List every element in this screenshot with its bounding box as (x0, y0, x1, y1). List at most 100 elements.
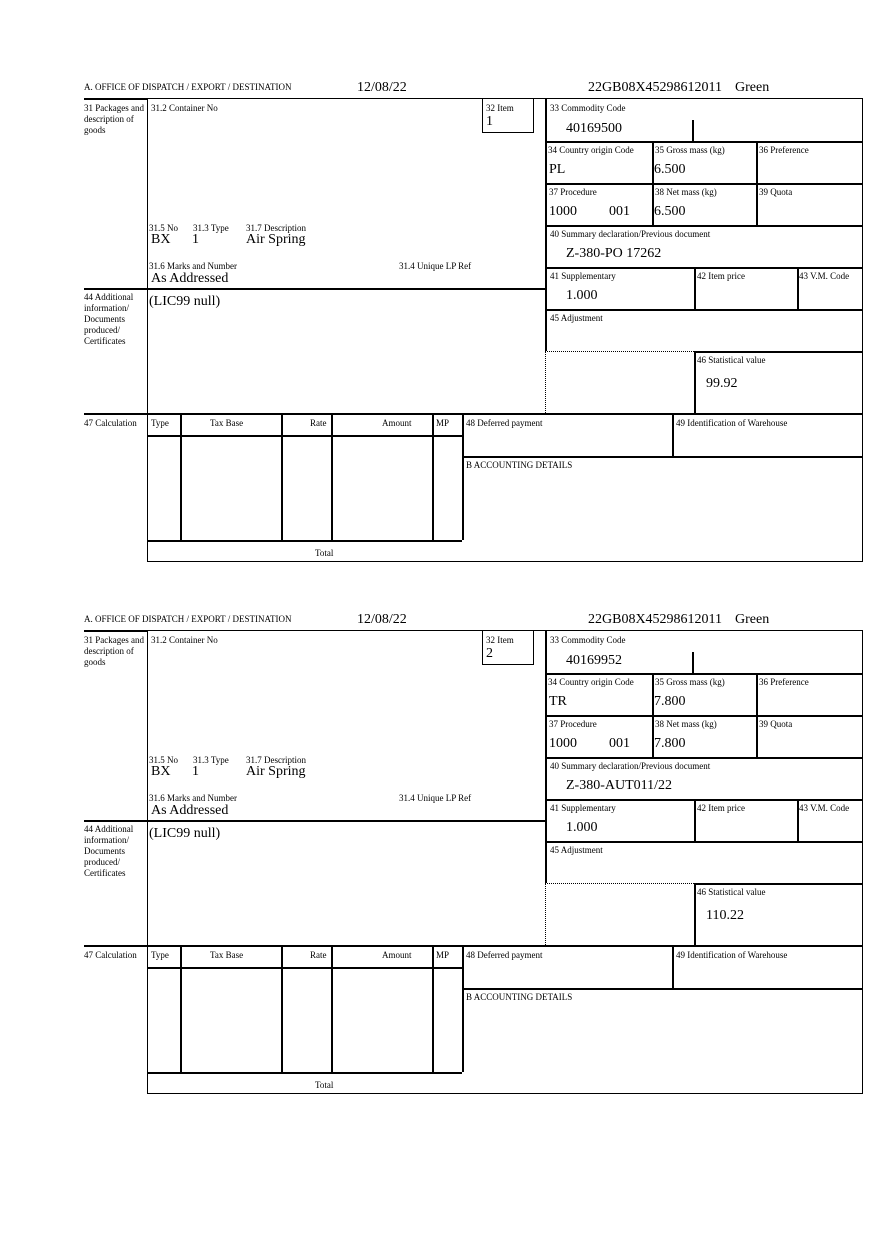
divider (694, 799, 696, 841)
divider (84, 630, 148, 632)
vm-code-label: 43 V.M. Code (799, 271, 850, 281)
supplementary-units: 1.000 (566, 820, 598, 835)
date: 12/08/22 (357, 612, 407, 627)
divider (692, 652, 694, 673)
warehouse-label: 49 Identification of Warehouse (676, 418, 788, 428)
marks-value: As Addressed (151, 803, 229, 818)
deferred-payment-label: 48 Deferred payment (466, 950, 543, 960)
divider (694, 267, 696, 309)
preference-label: 36 Preference (759, 677, 809, 687)
divider (281, 945, 283, 1072)
accounting-details-label: B ACCOUNTING DETAILS (466, 992, 573, 1002)
divider (147, 435, 462, 437)
marks-label: 31.6 Marks and Number (149, 793, 237, 803)
gross-mass: 6.500 (654, 162, 686, 177)
divider (84, 945, 862, 947)
type-label: 31.3 Type (193, 223, 229, 233)
divider (432, 413, 434, 540)
col-amount: Amount (382, 950, 412, 960)
reference-number: 22GB08X45298612011 (588, 80, 723, 95)
col-amount: Amount (382, 418, 412, 428)
marks-label: 31.6 Marks and Number (149, 261, 237, 271)
lp-ref-label: 31.4 Unique LP Ref (399, 261, 472, 271)
reference-number: 22GB08X45298612011 (588, 612, 723, 627)
date: 12/08/22 (357, 80, 407, 95)
divider (462, 413, 464, 540)
type-label: 31.3 Type (193, 755, 229, 765)
no-label: 31.5 No (149, 755, 178, 765)
container-label: 31.2 Container No (151, 103, 218, 113)
divider (692, 120, 694, 141)
office-label: A. OFFICE OF DISPATCH / EXPORT / DESTINA… (84, 82, 292, 92)
additional-info-value: (LIC99 null) (149, 826, 221, 841)
divider (545, 673, 862, 675)
divider (545, 267, 862, 269)
item-label: 32 Item (486, 103, 514, 113)
statistical-value-label: 46 Statistical value (697, 355, 766, 365)
procedure-code: 1000 (549, 204, 577, 219)
divider (545, 141, 862, 143)
gross-mass-label: 35 Gross mass (kg) (655, 145, 725, 155)
item-number: 1 (486, 114, 493, 129)
divider (147, 540, 462, 542)
divider (331, 945, 333, 1072)
description-label: 31.7 Description (246, 223, 306, 233)
divider (694, 883, 862, 885)
divider (180, 945, 182, 1072)
divider (694, 351, 862, 353)
divider (331, 413, 333, 540)
divider (652, 673, 654, 757)
procedure-label: 37 Procedure (549, 719, 597, 729)
item-number: 2 (486, 646, 493, 661)
item-price-label: 42 Item price (697, 803, 745, 813)
divider (545, 309, 862, 311)
divider (545, 841, 862, 843)
commodity-code: 40169500 (566, 121, 622, 136)
goods-description: Air Spring (246, 232, 306, 247)
calculation-label: 47 Calculation (84, 418, 137, 428)
procedure-code: 1000 (549, 736, 577, 751)
statistical-value-label: 46 Statistical value (697, 887, 766, 897)
country-code: TR (549, 694, 567, 709)
gross-mass: 7.800 (654, 694, 686, 709)
divider (545, 757, 862, 759)
supplementary-label: 41 Supplementary (550, 271, 616, 281)
col-rate: Rate (310, 950, 327, 960)
divider (84, 288, 545, 290)
divider (432, 945, 434, 1072)
procedure-label: 37 Procedure (549, 187, 597, 197)
col-mp: MP (436, 418, 450, 428)
container-label: 31.2 Container No (151, 635, 218, 645)
col-mp: MP (436, 950, 450, 960)
col-type: Type (151, 418, 169, 428)
marks-value: As Addressed (151, 271, 229, 286)
divider (797, 267, 799, 309)
col-tax-base: Tax Base (210, 418, 244, 428)
divider (756, 673, 758, 757)
country-label: 34 Country origin Code (548, 145, 634, 155)
divider (281, 413, 283, 540)
divider (545, 630, 547, 883)
vm-code-label: 43 V.M. Code (799, 803, 850, 813)
preference-label: 36 Preference (759, 145, 809, 155)
commodity-label: 33 Commodity Code (550, 635, 626, 645)
divider (545, 98, 547, 351)
divider (462, 456, 862, 458)
divider (756, 141, 758, 225)
deferred-payment-label: 48 Deferred payment (466, 418, 543, 428)
divider (672, 413, 674, 456)
adjustment-label: 45 Adjustment (550, 845, 603, 855)
divider (694, 351, 696, 413)
summary-label: 40 Summary declaration/Previous document (550, 229, 711, 239)
net-mass: 7.800 (654, 736, 686, 751)
package-no: BX (151, 232, 171, 247)
supplementary-label: 41 Supplementary (550, 803, 616, 813)
item-box (482, 630, 534, 665)
packages-label: 31 Packages and description of goods (84, 635, 144, 667)
total-label: Total (315, 548, 334, 558)
divider (545, 799, 862, 801)
divider (694, 883, 696, 945)
packages-label: 31 Packages and description of goods (84, 103, 144, 135)
divider (84, 98, 148, 100)
